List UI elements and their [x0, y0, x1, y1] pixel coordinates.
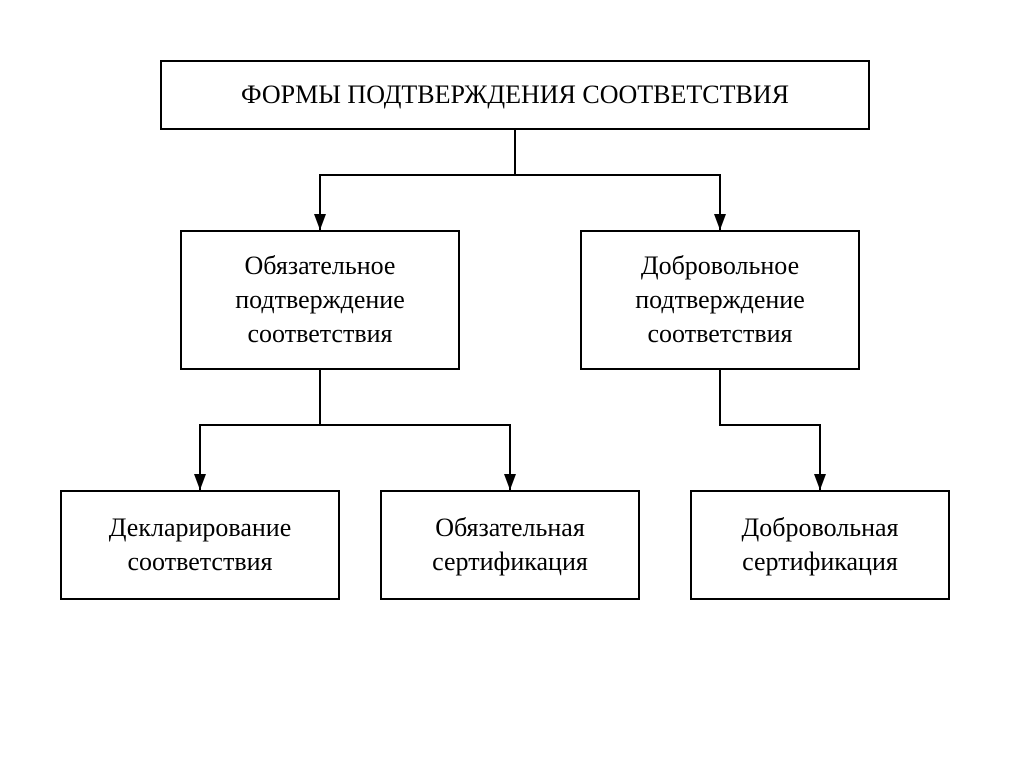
node-root-label: ФОРМЫ ПОДТВЕРЖДЕНИЯ СООТВЕТСТВИЯ	[241, 78, 789, 112]
arrowhead-icon	[714, 214, 726, 230]
node-voluntary: Добровольное подтверждение соответствия	[580, 230, 860, 370]
node-declaration-label: Декларирование соответствия	[109, 511, 292, 579]
node-mandatory-cert: Обязательная сертификация	[380, 490, 640, 600]
node-root: ФОРМЫ ПОДТВЕРЖДЕНИЯ СООТВЕТСТВИЯ	[160, 60, 870, 130]
arrowhead-icon	[814, 474, 826, 490]
node-declaration: Декларирование соответствия	[60, 490, 340, 600]
arrowhead-icon	[314, 214, 326, 230]
node-mandatory-label: Обязательное подтверждение соответствия	[235, 249, 405, 350]
edge-voluntary-voluntary_cert	[720, 370, 820, 490]
edge-mandatory-declaration	[200, 370, 320, 490]
node-voluntary-cert-label: Добровольная сертификация	[742, 511, 899, 579]
edge-root-mandatory	[320, 130, 515, 230]
arrowhead-icon	[194, 474, 206, 490]
node-voluntary-label: Добровольное подтверждение соответствия	[635, 249, 805, 350]
edge-mandatory-mandatory_cert	[320, 370, 510, 490]
edge-root-voluntary	[515, 130, 720, 230]
node-mandatory-cert-label: Обязательная сертификация	[432, 511, 588, 579]
arrowhead-icon	[504, 474, 516, 490]
node-voluntary-cert: Добровольная сертификация	[690, 490, 950, 600]
node-mandatory: Обязательное подтверждение соответствия	[180, 230, 460, 370]
